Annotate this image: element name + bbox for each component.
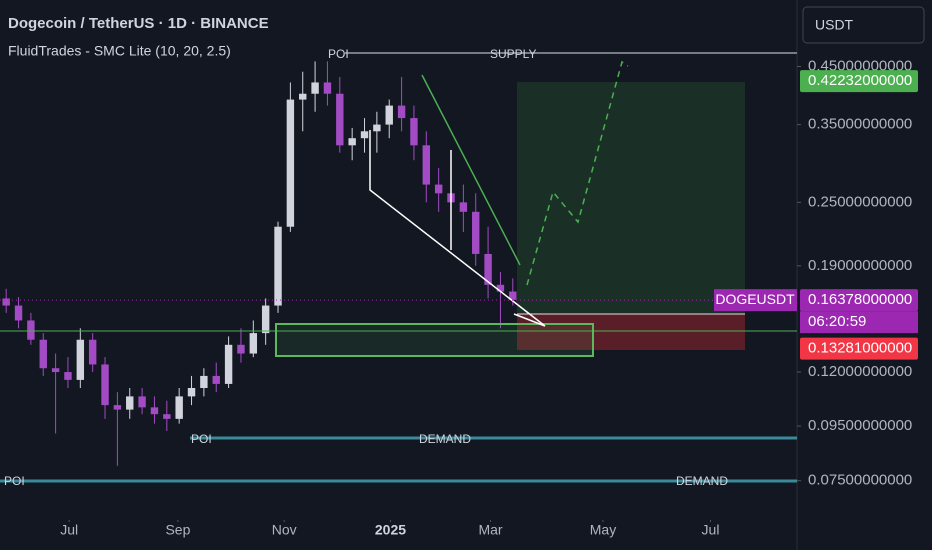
candle-body bbox=[126, 396, 134, 410]
chart-title: Dogecoin / TetherUS · 1D · BINANCE bbox=[8, 15, 269, 32]
candle-body bbox=[200, 375, 208, 388]
price-tag-label: 0.16378000000 bbox=[808, 291, 912, 308]
wedge-line bbox=[369, 130, 546, 327]
x-tick-label: 2025 bbox=[375, 522, 406, 538]
annotation: POI bbox=[191, 432, 212, 446]
currency-button[interactable] bbox=[802, 6, 925, 44]
candle-body bbox=[496, 284, 505, 292]
annotation: DEMAND bbox=[419, 432, 471, 446]
candle-body bbox=[360, 131, 369, 139]
candle-body bbox=[459, 202, 468, 212]
candle-body bbox=[261, 305, 270, 334]
candle-body bbox=[187, 387, 196, 397]
y-tick-label: 0.07500000000 bbox=[808, 472, 912, 489]
candle-body bbox=[237, 344, 245, 354]
candle-body bbox=[336, 93, 344, 146]
countdown-tag bbox=[800, 311, 918, 334]
y-tick-label: 0.25000000000 bbox=[808, 193, 912, 210]
stop-zone bbox=[517, 314, 745, 350]
candle-body bbox=[64, 372, 72, 380]
wedge-line bbox=[513, 313, 546, 327]
annotation: DEMAND bbox=[676, 474, 728, 488]
candle-body bbox=[224, 344, 233, 384]
candle-body bbox=[163, 414, 171, 419]
candle-body bbox=[113, 405, 122, 410]
candle-body bbox=[138, 396, 146, 408]
currency-label[interactable]: USDT bbox=[815, 17, 854, 33]
y-tick-label: 0.09500000000 bbox=[808, 417, 912, 434]
candle-body bbox=[397, 105, 406, 119]
x-tick-label: Nov bbox=[272, 522, 297, 538]
candle-body bbox=[212, 375, 220, 384]
poi-zone bbox=[275, 323, 594, 357]
candle-body bbox=[348, 138, 356, 146]
candle-body bbox=[249, 333, 258, 354]
candle-body bbox=[410, 118, 418, 146]
candle-body bbox=[472, 211, 480, 254]
candle-body bbox=[2, 298, 10, 306]
countdown-label: 06:20:59 bbox=[808, 313, 866, 330]
y-tick-label: 0.19000000000 bbox=[808, 257, 912, 274]
x-tick-label: Mar bbox=[478, 522, 502, 538]
y-tick-label: 0.12000000000 bbox=[808, 363, 912, 380]
candle-body bbox=[484, 253, 492, 285]
candle-body bbox=[51, 368, 60, 373]
candle-body bbox=[323, 82, 332, 94]
x-tick-label: May bbox=[590, 522, 616, 538]
price-tag bbox=[800, 289, 918, 312]
price-tag-label: 0.13281000000 bbox=[808, 340, 912, 357]
x-tick-label: Sep bbox=[165, 522, 190, 538]
candle-body bbox=[175, 396, 183, 419]
price-tag bbox=[800, 70, 918, 93]
symbol-tag bbox=[714, 289, 797, 312]
candle-body bbox=[373, 124, 381, 132]
annotation: POI bbox=[4, 474, 25, 488]
target-zone bbox=[517, 82, 745, 314]
annotation: POI bbox=[328, 47, 349, 61]
candle-body bbox=[39, 339, 47, 369]
candle-body bbox=[311, 82, 319, 94]
plot bbox=[2, 0, 801, 550]
candle-body bbox=[76, 339, 85, 380]
candle-body bbox=[14, 305, 23, 321]
candle-body bbox=[509, 291, 517, 300]
projection bbox=[526, 60, 629, 286]
candle-body bbox=[299, 93, 307, 100]
candle-body bbox=[88, 339, 97, 365]
price-tag-label: 0.42232000000 bbox=[808, 72, 912, 89]
indicator-label: FluidTrades - SMC Lite (10, 20, 2.5) bbox=[8, 43, 231, 59]
price-tag bbox=[800, 337, 918, 360]
annotation: SUPPLY bbox=[490, 47, 536, 61]
symbol-label: DOGEUSDT bbox=[715, 291, 795, 307]
y-tick-label: 0.35000000000 bbox=[808, 116, 912, 133]
x-tick-label: Jul bbox=[60, 522, 78, 538]
x-tick-label: Jul bbox=[702, 522, 720, 538]
candle-body bbox=[422, 145, 431, 185]
candle-body bbox=[150, 407, 159, 415]
candle-body bbox=[434, 184, 443, 194]
trend-line bbox=[421, 74, 521, 266]
candle-body bbox=[274, 226, 282, 306]
candle-body bbox=[27, 320, 35, 340]
candle-body bbox=[286, 99, 295, 227]
candle-body bbox=[385, 105, 393, 125]
candle-body bbox=[101, 364, 109, 406]
